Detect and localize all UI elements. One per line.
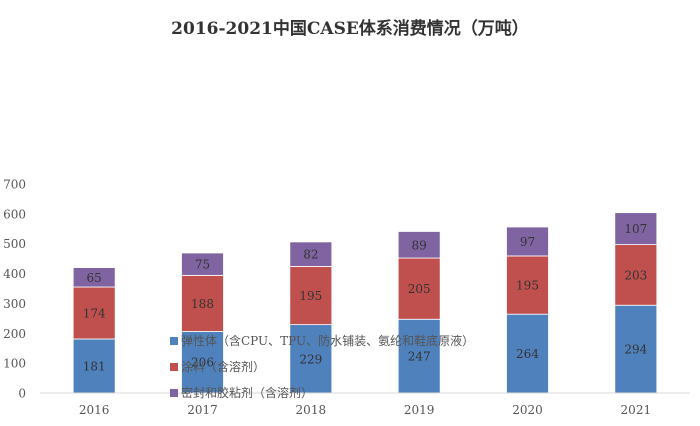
y-axis: 0 100 200 300 400 500 600 700 [3, 178, 26, 401]
bar-label-2016-series-0: 181 [83, 359, 106, 373]
y-tick-label-100: 100 [3, 357, 26, 371]
bar-2019-series-2 [397, 231, 441, 259]
bar-label-2020-series-2: 97 [520, 235, 535, 249]
bar-label-2021-series-1: 203 [624, 268, 647, 282]
bar-label-2019-series-1: 205 [408, 282, 431, 296]
bar-label-2017-series-1: 188 [191, 297, 214, 311]
bar-label-2018-series-1: 195 [299, 289, 322, 303]
x-tick-label-2021: 2021 [621, 403, 652, 417]
bar-label-2018-series-2: 82 [303, 248, 318, 262]
y-tick-label-200: 200 [3, 327, 26, 341]
bar-label-2016-series-2: 65 [87, 271, 102, 285]
y-tick-label-400: 400 [3, 267, 26, 281]
x-tick-label-2019: 2019 [404, 403, 435, 417]
bar-label-2019-series-2: 89 [412, 238, 427, 252]
bar-2021-series-2 [614, 212, 658, 246]
bar-2020-series-1 [506, 255, 549, 315]
bar-2016-series-2 [72, 267, 116, 288]
bar-2021-series-1 [614, 244, 658, 306]
y-tick-label-600: 600 [3, 207, 26, 221]
bar-2018-series-2 [289, 241, 333, 267]
bar-label-2017-series-2: 75 [195, 258, 210, 272]
legend-label-1: 涂料（含溶剂） [181, 359, 265, 374]
bar-2019-series-0 [397, 318, 441, 394]
bar-label-2020-series-0: 264 [516, 347, 539, 361]
bar-2016-series-0 [72, 338, 116, 394]
bar-label-2021-series-2: 107 [624, 222, 647, 236]
bar-label-2020-series-1: 195 [516, 279, 539, 293]
chart-title: 2016-2021中国CASE体系消费情况（万吨） [171, 18, 529, 39]
bar-2017-series-0 [181, 331, 224, 394]
bar-2016-series-1 [72, 286, 116, 340]
legend-swatch-0 [170, 337, 178, 345]
bar-2020-series-0 [506, 313, 549, 394]
bar-2017-series-2 [181, 252, 224, 276]
bar-label-2016-series-1: 174 [83, 306, 106, 320]
legend: 弹性体（含CPU、TPU、防水铺装、氨纶和鞋底原液） 涂料（含溶剂） 密封和胶粘剂（… [170, 333, 474, 400]
y-tick-label-500: 500 [3, 237, 26, 251]
bar-2018-series-1 [289, 266, 333, 326]
bar-label-2018-series-0: 229 [299, 352, 322, 366]
bar-2020-series-2 [506, 226, 549, 257]
y-tick-label-0: 0 [18, 387, 26, 401]
bars: 181 174 65 206 188 75 229 195 82 247 205 89 264 195 97… [72, 212, 658, 394]
bar-2019-series-1 [397, 257, 441, 320]
legend-label-0: 弹性体（含CPU、TPU、防水铺装、氨纶和鞋底原液） [181, 333, 474, 348]
y-tick-label-700: 700 [3, 178, 26, 192]
legend-label-2: 密封和胶粘剂（含溶剂） [181, 385, 313, 400]
legend-swatch-1 [170, 363, 178, 371]
bar-label-2019-series-0: 247 [408, 350, 431, 364]
bar-label-2017-series-0: 206 [191, 356, 214, 370]
x-tick-label-2017: 2017 [187, 403, 218, 417]
x-tick-label-2016: 2016 [79, 403, 110, 417]
legend-swatch-2 [170, 389, 178, 397]
x-tick-label-2020: 2020 [512, 403, 543, 417]
x-tick-label-2018: 2018 [296, 403, 327, 417]
x-axis: 2016 2017 2018 2019 2020 2021 [40, 392, 690, 417]
bar-label-2021-series-0: 294 [624, 343, 647, 357]
y-tick-label-300: 300 [3, 297, 26, 311]
